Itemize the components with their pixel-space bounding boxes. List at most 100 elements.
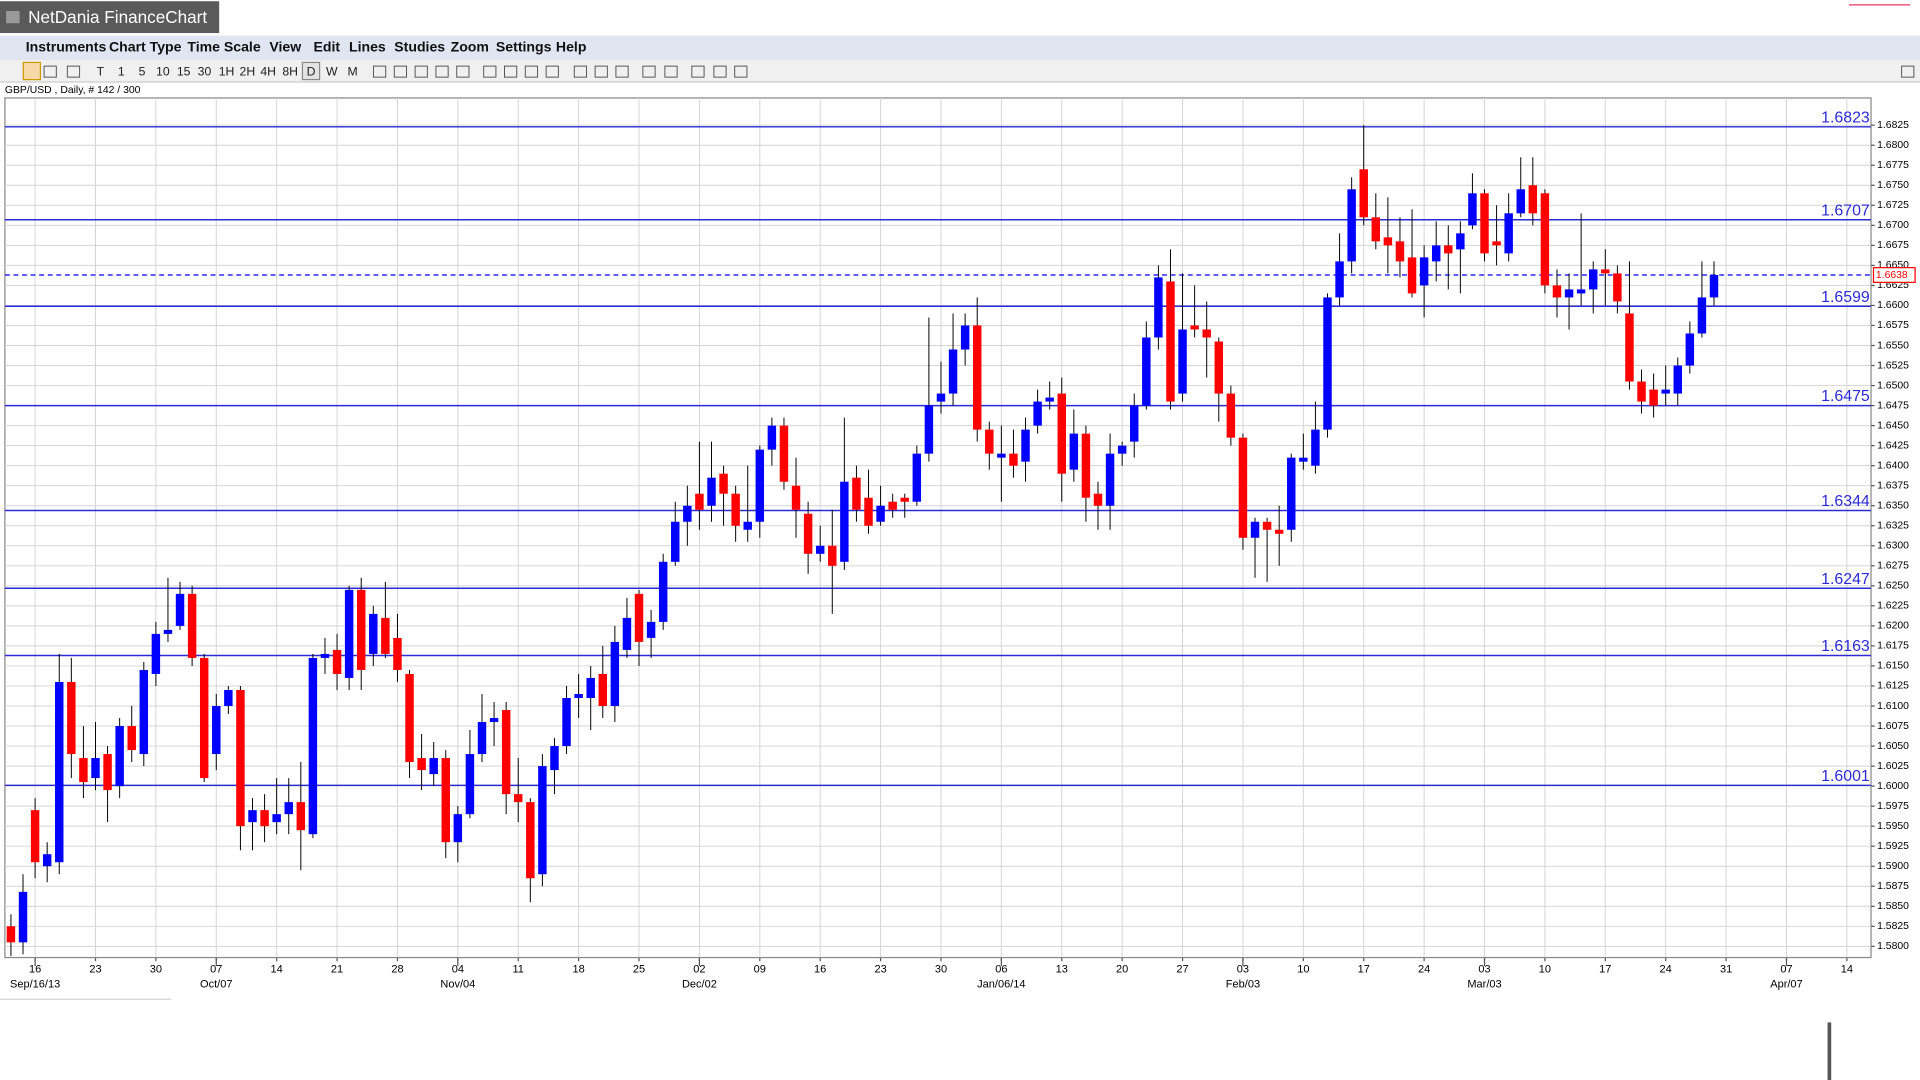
app-icon <box>6 11 20 24</box>
x-tick-label: 20 <box>1116 964 1128 976</box>
x-tick-label: 03 <box>1237 964 1249 976</box>
menu-item[interactable]: View <box>269 38 301 54</box>
candle-body <box>1685 333 1695 366</box>
x-tick-label: 27 <box>1176 964 1188 976</box>
toolbar-icon[interactable] <box>713 65 727 78</box>
y-tick-label: 1.6000 <box>1877 781 1909 792</box>
x-tick-label: 17 <box>1599 964 1611 976</box>
toolbar-icon[interactable] <box>615 65 629 78</box>
toolbar-button[interactable]: 1 <box>118 64 125 78</box>
toolbar-icon[interactable] <box>1901 65 1915 78</box>
toolbar-icon[interactable] <box>414 65 428 78</box>
y-tick-label: 1.6550 <box>1877 340 1909 351</box>
toolbar-icon[interactable] <box>573 65 588 78</box>
toolbar-icon[interactable] <box>483 65 497 78</box>
app-tab[interactable] <box>0 1 220 34</box>
last-price-box <box>1872 267 1916 283</box>
x-tick-label: 21 <box>331 964 343 976</box>
toolbar-icon[interactable] <box>524 65 539 78</box>
x-tick-label: 09 <box>754 964 766 976</box>
x-tick-label: 10 <box>1539 964 1551 976</box>
toolbar-button[interactable]: D <box>307 64 316 78</box>
toolbar-icon[interactable] <box>664 65 678 78</box>
x-date-label: Apr/07 <box>1770 978 1802 990</box>
menu-item[interactable]: Time Scale <box>187 38 260 54</box>
y-tick-label: 1.6700 <box>1877 220 1909 231</box>
y-tick-label: 1.6725 <box>1877 200 1909 211</box>
candle-body <box>42 854 52 867</box>
candle-body <box>441 758 450 843</box>
menu-item[interactable]: Settings <box>496 38 552 54</box>
menu-item[interactable]: Lines <box>349 38 386 54</box>
toolbar-icon[interactable] <box>545 65 559 78</box>
toolbar-icon[interactable] <box>642 65 656 78</box>
toolbar-button[interactable]: T <box>97 64 105 78</box>
candle-body <box>948 349 958 394</box>
toolbar-icon[interactable] <box>66 65 81 78</box>
toolbar-icon[interactable] <box>43 65 57 78</box>
y-tick-label: 1.5850 <box>1877 901 1909 912</box>
y-tick-label: 1.6475 <box>1877 400 1909 411</box>
candle-body <box>658 561 668 622</box>
toolbar-button[interactable]: 10 <box>156 64 170 78</box>
candle-body <box>260 810 269 827</box>
candle-body <box>1383 237 1393 246</box>
candle-body <box>30 810 40 863</box>
toolbar-button[interactable]: 15 <box>177 64 191 78</box>
y-tick-label: 1.6050 <box>1877 741 1909 752</box>
toolbar-icon[interactable] <box>456 65 470 78</box>
menu-item[interactable]: Instruments <box>26 38 107 54</box>
x-tick-label: 30 <box>935 964 947 976</box>
x-tick-label: 16 <box>814 964 826 976</box>
toolbar-icon[interactable] <box>372 65 387 78</box>
menu-item[interactable]: Edit <box>313 38 340 54</box>
toolbar-button[interactable]: 4H <box>260 64 276 78</box>
y-tick-label: 1.6425 <box>1877 440 1909 451</box>
candle-body <box>115 726 124 787</box>
toolbar-icon[interactable] <box>734 65 748 78</box>
toolbar-button[interactable]: 8H <box>282 64 298 78</box>
candle-body <box>719 473 728 494</box>
toolbar-icon[interactable] <box>435 65 449 78</box>
toolbar-button[interactable]: M <box>348 64 358 78</box>
toolbar-icon[interactable] <box>691 65 705 78</box>
candle-body <box>139 669 149 755</box>
level-label: 1.6823 <box>1821 109 1870 126</box>
y-tick-label: 1.6800 <box>1877 140 1909 151</box>
toolbar-button[interactable]: 2H <box>240 64 256 78</box>
level-label: 1.6001 <box>1821 768 1870 785</box>
menu-item[interactable]: Chart Type <box>109 38 182 54</box>
y-tick-label: 1.6275 <box>1877 561 1909 572</box>
menu-item[interactable]: Zoom <box>451 38 489 54</box>
toolbar-icon[interactable] <box>504 65 518 78</box>
menu-item[interactable]: Studies <box>394 38 445 54</box>
candle-body <box>1673 365 1682 394</box>
candle-body <box>610 641 620 707</box>
toolbar-button[interactable]: 5 <box>139 64 146 78</box>
candle-body <box>779 425 789 482</box>
candle-body <box>1033 401 1042 426</box>
y-tick-label: 1.6750 <box>1877 180 1909 191</box>
toolbar-button[interactable]: 30 <box>198 64 212 78</box>
candle-body <box>707 477 716 506</box>
candle-body <box>1274 529 1284 534</box>
candle-body <box>1407 257 1417 294</box>
toolbar-button[interactable]: 1H <box>219 64 235 78</box>
toolbar-button[interactable]: W <box>326 64 338 78</box>
candle-body <box>1552 285 1562 298</box>
y-tick-label: 1.6375 <box>1877 480 1909 491</box>
x-tick-label: 16 <box>29 964 41 976</box>
candle-body <box>320 653 330 658</box>
candle-body <box>79 758 88 783</box>
x-tick-label: 04 <box>452 964 464 976</box>
toolbar-icon[interactable] <box>393 65 408 78</box>
candle-body <box>743 521 752 530</box>
candle-body <box>731 493 740 526</box>
menu-item[interactable]: Help <box>556 38 587 54</box>
candle-body <box>381 617 390 654</box>
toolbar-icon[interactable] <box>594 65 608 78</box>
candle-body <box>1045 397 1054 402</box>
y-tick-label: 1.6150 <box>1877 661 1909 672</box>
candle-tool[interactable] <box>22 61 42 81</box>
